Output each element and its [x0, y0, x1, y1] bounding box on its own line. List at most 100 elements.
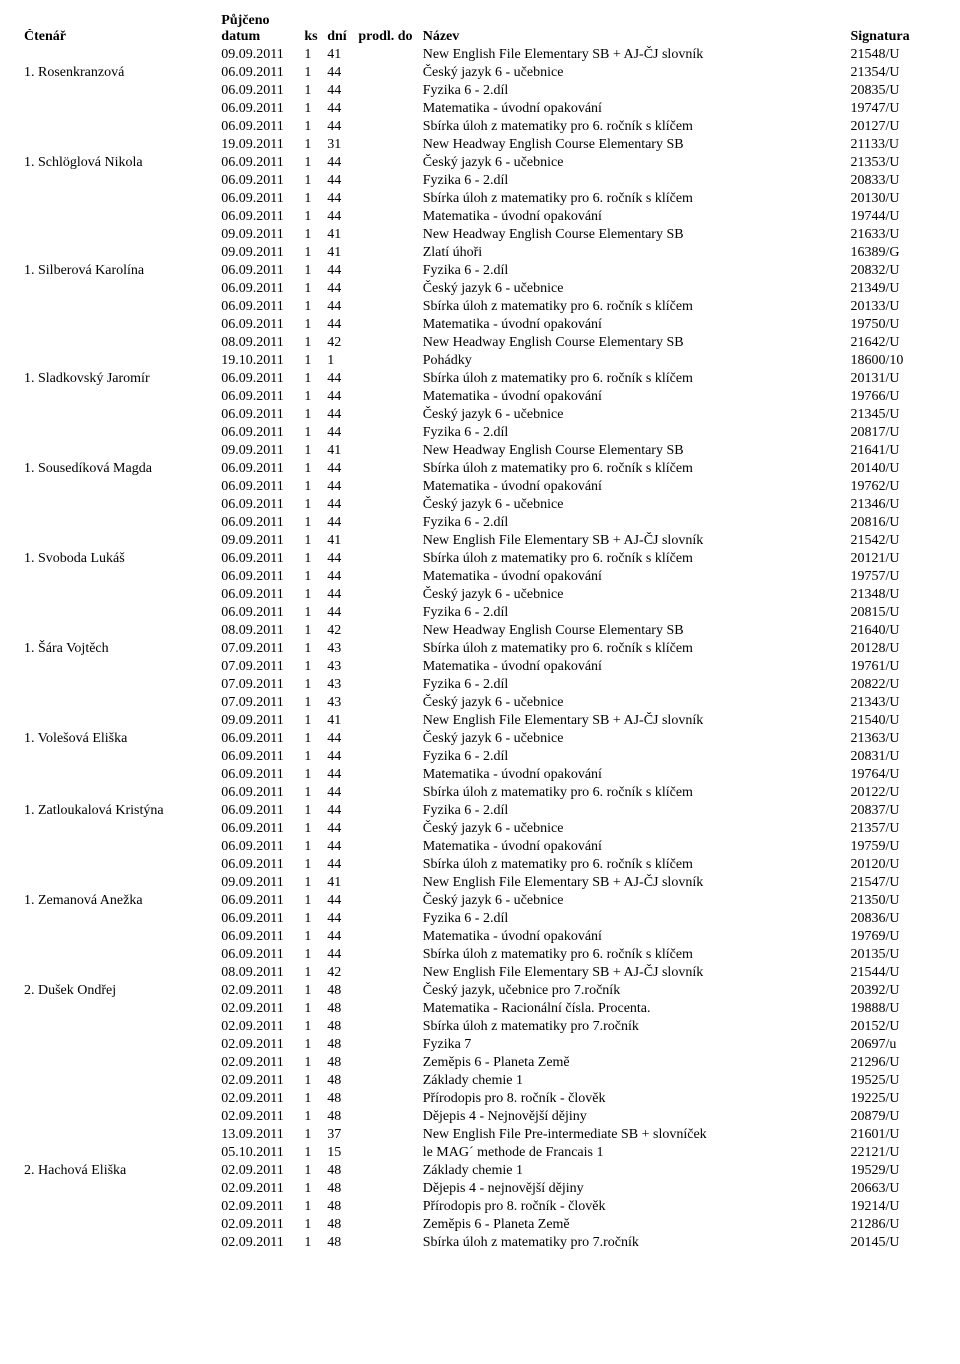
cell-dni: 41 — [323, 532, 354, 550]
cell-prodl — [354, 586, 418, 604]
cell-sig: 19525/U — [847, 1072, 941, 1090]
cell-nazev: Zeměpis 6 - Planeta Země — [419, 1216, 847, 1234]
cell-nazev: Sbírka úloh z matematiky pro 7.ročník — [419, 1234, 847, 1252]
cell-ctenar — [20, 172, 217, 190]
table-row: 2. Dušek Ondřej02.09.2011148Český jazyk,… — [20, 982, 940, 1000]
cell-dni: 44 — [323, 64, 354, 82]
cell-sig: 20817/U — [847, 424, 941, 442]
cell-nazev: New English File Elementary SB + AJ-ČJ s… — [419, 532, 847, 550]
header-ks: ks — [300, 29, 323, 46]
cell-nazev: Matematika - Racionální čísla. Procenta. — [419, 1000, 847, 1018]
cell-dni: 44 — [323, 370, 354, 388]
cell-sig: 20121/U — [847, 550, 941, 568]
cell-prodl — [354, 694, 418, 712]
cell-ks: 1 — [300, 154, 323, 172]
cell-dni: 48 — [323, 1000, 354, 1018]
cell-ctenar — [20, 190, 217, 208]
cell-ks: 1 — [300, 712, 323, 730]
cell-ks: 1 — [300, 622, 323, 640]
cell-ctenar — [20, 604, 217, 622]
cell-ks: 1 — [300, 172, 323, 190]
cell-sig: 20152/U — [847, 1018, 941, 1036]
table-row: 19.10.201111Pohádky18600/10 — [20, 352, 940, 370]
cell-datum: 06.09.2011 — [217, 82, 300, 100]
cell-datum: 02.09.2011 — [217, 1000, 300, 1018]
cell-nazev: le MAG´ methode de Francais 1 — [419, 1144, 847, 1162]
cell-ctenar — [20, 1036, 217, 1054]
cell-dni: 41 — [323, 874, 354, 892]
cell-ctenar: 1. Zemanová Anežka — [20, 892, 217, 910]
cell-prodl — [354, 982, 418, 1000]
table-row: 06.09.2011144Sbírka úloh z matematiky pr… — [20, 946, 940, 964]
table-row: 02.09.2011148Základy chemie 119525/U — [20, 1072, 940, 1090]
cell-prodl — [354, 730, 418, 748]
cell-sig: 19757/U — [847, 568, 941, 586]
cell-datum: 06.09.2011 — [217, 928, 300, 946]
cell-dni: 44 — [323, 586, 354, 604]
cell-ks: 1 — [300, 244, 323, 262]
cell-sig: 20831/U — [847, 748, 941, 766]
cell-ks: 1 — [300, 424, 323, 442]
cell-nazev: Fyzika 6 - 2.díl — [419, 802, 847, 820]
cell-dni: 43 — [323, 640, 354, 658]
cell-datum: 09.09.2011 — [217, 226, 300, 244]
table-row: 06.09.2011144Matematika - úvodní opaková… — [20, 208, 940, 226]
cell-dni: 44 — [323, 748, 354, 766]
cell-nazev: Český jazyk 6 - učebnice — [419, 892, 847, 910]
cell-dni: 41 — [323, 226, 354, 244]
cell-ctenar — [20, 226, 217, 244]
cell-datum: 06.09.2011 — [217, 280, 300, 298]
cell-sig: 21348/U — [847, 586, 941, 604]
cell-sig: 21296/U — [847, 1054, 941, 1072]
cell-sig: 20697/u — [847, 1036, 941, 1054]
cell-prodl — [354, 928, 418, 946]
cell-prodl — [354, 262, 418, 280]
cell-ks: 1 — [300, 316, 323, 334]
cell-ks: 1 — [300, 892, 323, 910]
cell-nazev: Matematika - úvodní opakování — [419, 388, 847, 406]
cell-dni: 44 — [323, 190, 354, 208]
cell-ctenar — [20, 514, 217, 532]
cell-prodl — [354, 154, 418, 172]
cell-sig: 19766/U — [847, 388, 941, 406]
cell-dni: 48 — [323, 1072, 354, 1090]
cell-dni: 44 — [323, 496, 354, 514]
cell-dni: 31 — [323, 136, 354, 154]
cell-sig: 20833/U — [847, 172, 941, 190]
header-signatura: Signatura — [847, 29, 941, 46]
table-row: 09.09.2011141Zlatí úhoři16389/G — [20, 244, 940, 262]
cell-dni: 48 — [323, 1198, 354, 1216]
cell-ctenar — [20, 856, 217, 874]
cell-datum: 06.09.2011 — [217, 496, 300, 514]
cell-datum: 02.09.2011 — [217, 1180, 300, 1198]
cell-sig: 21349/U — [847, 280, 941, 298]
cell-datum: 07.09.2011 — [217, 676, 300, 694]
cell-sig: 21353/U — [847, 154, 941, 172]
cell-ks: 1 — [300, 586, 323, 604]
cell-datum: 13.09.2011 — [217, 1126, 300, 1144]
cell-prodl — [354, 910, 418, 928]
cell-prodl — [354, 82, 418, 100]
cell-dni: 44 — [323, 172, 354, 190]
cell-prodl — [354, 568, 418, 586]
cell-ctenar — [20, 118, 217, 136]
cell-ks: 1 — [300, 442, 323, 460]
cell-ks: 1 — [300, 226, 323, 244]
cell-sig: 16389/G — [847, 244, 941, 262]
cell-ks: 1 — [300, 1018, 323, 1036]
cell-prodl — [354, 892, 418, 910]
cell-dni: 44 — [323, 838, 354, 856]
table-row: 06.09.2011144Sbírka úloh z matematiky pr… — [20, 190, 940, 208]
cell-prodl — [354, 316, 418, 334]
table-row: 07.09.2011143Český jazyk 6 - učebnice213… — [20, 694, 940, 712]
cell-ctenar — [20, 928, 217, 946]
cell-nazev: Základy chemie 1 — [419, 1072, 847, 1090]
cell-datum: 08.09.2011 — [217, 334, 300, 352]
cell-dni: 44 — [323, 856, 354, 874]
cell-ks: 1 — [300, 118, 323, 136]
cell-ks: 1 — [300, 820, 323, 838]
table-row: 02.09.2011148Zeměpis 6 - Planeta Země212… — [20, 1054, 940, 1072]
cell-ks: 1 — [300, 1072, 323, 1090]
cell-ctenar: 1. Sousedíková Magda — [20, 460, 217, 478]
cell-dni: 44 — [323, 820, 354, 838]
